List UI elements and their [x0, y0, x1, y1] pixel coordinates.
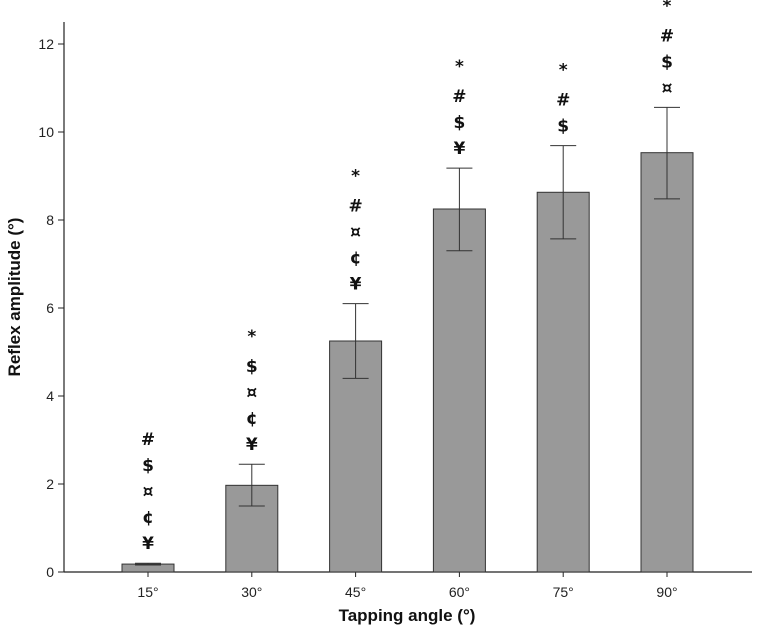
y-tick-label: 4: [46, 388, 54, 404]
significance-marker: ¥: [142, 534, 154, 554]
significance-marker: #: [141, 430, 155, 450]
axes: [58, 22, 752, 577]
bar: [432, 208, 486, 573]
significance-marker: ¢: [246, 409, 258, 429]
significance-marker: *: [455, 57, 464, 77]
y-tick-label: 2: [46, 476, 54, 492]
bars: [121, 152, 694, 573]
significance-marker: ¤: [143, 482, 154, 502]
x-tick-label: 30°: [241, 584, 262, 600]
significance-marker: *: [247, 327, 256, 347]
significance-marker: ¤: [350, 223, 361, 243]
significance-marker: $: [661, 52, 673, 72]
significance-marker: *: [559, 61, 568, 81]
significance-marker: $: [142, 456, 154, 476]
significance-marker: #: [660, 26, 674, 46]
tick-labels: 0 2 4 6 8 10 12 15° 30° 45° 60° 75° 90°: [38, 36, 677, 600]
error-bars: [135, 106, 680, 566]
significance-marker: #: [452, 87, 466, 107]
significance-marker: ¤: [662, 78, 673, 98]
significance-marker: *: [663, 0, 672, 16]
significance-marker: ¥: [350, 275, 362, 295]
y-tick-label: 10: [38, 124, 54, 140]
significance-marker: ¤: [246, 383, 257, 403]
significance-marker: $: [246, 357, 258, 377]
y-tick-label: 8: [46, 212, 54, 228]
significance-marker: ¥: [246, 435, 258, 455]
x-tick-label: 45°: [345, 584, 366, 600]
x-tick-label: 75°: [553, 584, 574, 600]
significance-marker: #: [348, 197, 362, 217]
x-tick-label: 60°: [449, 584, 470, 600]
significance-marker: ¥: [453, 139, 465, 159]
significance-marker: ¢: [350, 249, 362, 269]
x-axis-title: Tapping angle (°): [339, 606, 476, 625]
y-axis-title: Reflex amplitude (°): [5, 218, 24, 377]
significance-marker: *: [351, 167, 360, 187]
significance-marker: #: [556, 91, 570, 111]
y-tick-label: 12: [38, 36, 54, 52]
bar: [329, 340, 383, 573]
bar: [536, 191, 590, 573]
y-tick-label: 6: [46, 300, 54, 316]
significance-markers: # $ ¤ ¢ ¥ * $ ¤ ¢ ¥ * # ¤ ¢ ¥ * # $ ¥ * # $ * # $ ¤: [141, 0, 674, 554]
x-tick-label: 90°: [656, 584, 677, 600]
y-tick-label: 0: [46, 564, 54, 580]
significance-marker: $: [453, 113, 465, 133]
significance-marker: $: [557, 117, 569, 137]
significance-marker: ¢: [142, 508, 154, 528]
bar: [640, 152, 694, 573]
x-tick-label: 15°: [137, 584, 158, 600]
